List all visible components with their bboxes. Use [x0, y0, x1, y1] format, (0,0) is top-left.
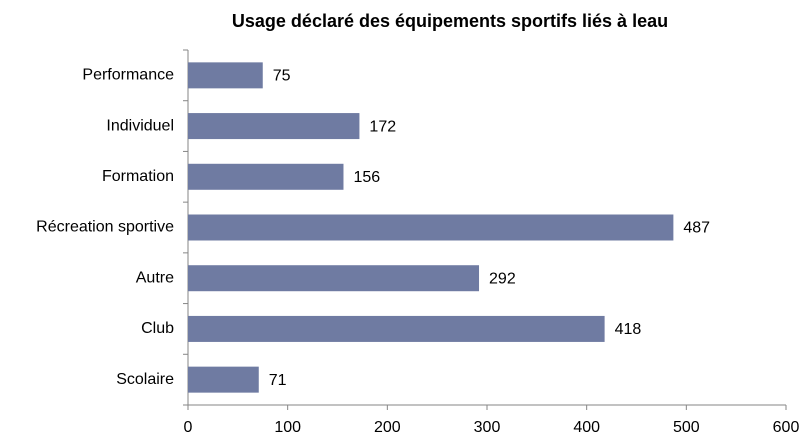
bar: [188, 366, 259, 393]
y-tick-label: Scolaire: [116, 371, 174, 388]
bar: [188, 62, 263, 89]
x-tick-label: 300: [474, 419, 501, 436]
data-label: 156: [353, 169, 380, 186]
y-tick-label: Récreation sportive: [36, 219, 174, 236]
data-label: 71: [269, 372, 287, 389]
bar: [188, 265, 480, 292]
data-label: 292: [489, 270, 516, 287]
bar: [188, 163, 344, 190]
bar: [188, 315, 605, 342]
data-label: 75: [273, 68, 291, 85]
data-label: 418: [615, 321, 642, 338]
bar: [188, 214, 674, 241]
chart-title: Usage déclaré des équipements sportifs l…: [232, 11, 668, 31]
data-label: 487: [683, 220, 710, 237]
y-tick-label: Autre: [136, 269, 174, 286]
y-tick-label: Formation: [102, 168, 174, 185]
x-tick-label: 100: [274, 419, 301, 436]
bar: [188, 113, 360, 140]
data-label: 172: [369, 118, 396, 135]
y-tick-label: Club: [141, 320, 174, 337]
y-tick-label: Individuel: [106, 117, 174, 134]
x-tick-label: 600: [773, 419, 800, 436]
x-tick-label: 0: [184, 419, 193, 436]
x-tick-label: 200: [374, 419, 401, 436]
x-tick-label: 400: [573, 419, 600, 436]
y-tick-label: Performance: [82, 67, 174, 84]
x-tick-label: 500: [673, 419, 700, 436]
